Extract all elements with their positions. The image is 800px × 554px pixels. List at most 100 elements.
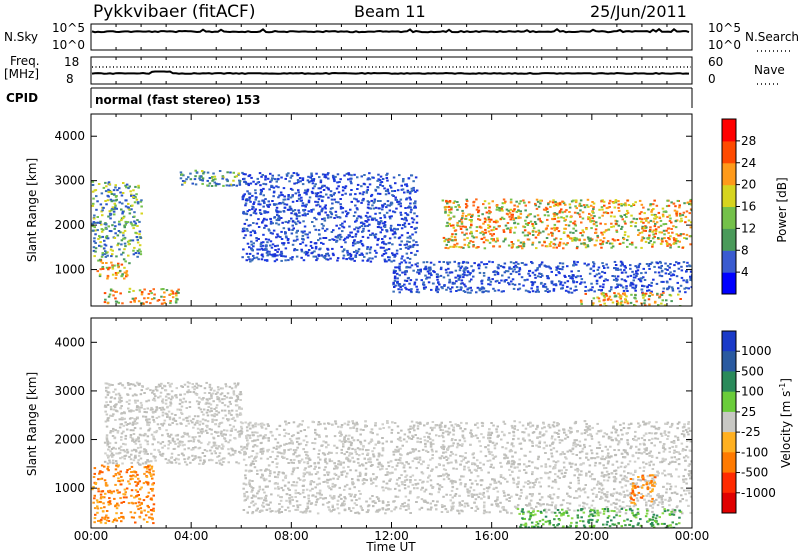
- heatmap-cell: [377, 237, 380, 240]
- heatmap-cell: [505, 212, 509, 215]
- heatmap-cell: [140, 389, 143, 392]
- heatmap-cell: [96, 505, 99, 508]
- heatmap-cell: [649, 292, 652, 295]
- heatmap-cell: [191, 383, 194, 385]
- heatmap-cell: [366, 246, 369, 249]
- heatmap-cell: [428, 276, 431, 279]
- heatmap-cell: [507, 227, 510, 230]
- heatmap-cell: [678, 290, 681, 293]
- heatmap-cell: [147, 506, 150, 509]
- heatmap-cell: [301, 234, 305, 237]
- heatmap-cell: [519, 210, 522, 213]
- heatmap-cell: [371, 257, 374, 260]
- heatmap-cell: [339, 207, 343, 210]
- heatmap-cell: [91, 488, 94, 491]
- heatmap-cell: [480, 282, 484, 285]
- heatmap-cell: [199, 385, 203, 388]
- heatmap-cell: [240, 407, 243, 410]
- heatmap-cell: [102, 186, 106, 189]
- heatmap-cell: [210, 397, 213, 400]
- heatmap-cell: [256, 181, 259, 184]
- heatmap-cell: [637, 234, 640, 236]
- heatmap-cell: [510, 241, 513, 243]
- heatmap-cell: [607, 297, 610, 300]
- heatmap-cell: [212, 172, 215, 175]
- heatmap-cell: [146, 423, 149, 426]
- heatmap-cell: [183, 383, 187, 386]
- heatmap-cell: [302, 259, 306, 262]
- heatmap-cell: [277, 177, 280, 180]
- heatmap-cell: [299, 180, 302, 183]
- heatmap-cell: [281, 221, 284, 224]
- heatmap-cell: [489, 233, 492, 235]
- heatmap-cell: [564, 218, 567, 221]
- heatmap-cell: [492, 220, 496, 223]
- heatmap-cell: [128, 422, 132, 425]
- heatmap-cell: [238, 450, 241, 453]
- heatmap-cell: [518, 268, 522, 271]
- heatmap-cell: [105, 237, 109, 240]
- heatmap-cell: [563, 281, 567, 284]
- heatmap-cell: [251, 229, 255, 232]
- heatmap-cell: [453, 236, 457, 239]
- heatmap-cell: [162, 408, 166, 411]
- heatmap-cell: [120, 399, 123, 402]
- heatmap-cell: [91, 190, 95, 193]
- heatmap-cell: [531, 262, 534, 265]
- heatmap-cell: [271, 222, 274, 225]
- heatmap-cell: [600, 289, 603, 292]
- heatmap-cell: [393, 277, 397, 280]
- heatmap-cell: [449, 271, 452, 274]
- heatmap-cell: [138, 410, 141, 413]
- heatmap-cell: [134, 475, 137, 478]
- heatmap-cell: [339, 178, 342, 181]
- heatmap-cell: [554, 203, 558, 206]
- heatmap-cell: [152, 437, 155, 440]
- heatmap-cell: [532, 227, 536, 230]
- heatmap-cell: [216, 447, 219, 450]
- heatmap-cell: [515, 246, 519, 249]
- heatmap-cell: [191, 386, 194, 389]
- heatmap-cell: [600, 206, 604, 209]
- heatmap-cell: [202, 397, 205, 399]
- heatmap-cell: [174, 414, 177, 416]
- heatmap-cell: [455, 290, 458, 292]
- heatmap-cell: [464, 266, 468, 269]
- heatmap-cell: [100, 255, 104, 258]
- heatmap-cell: [238, 406, 241, 409]
- heatmap-cell: [549, 241, 553, 244]
- heatmap-cell: [280, 193, 283, 196]
- heatmap-cell: [195, 386, 199, 389]
- heatmap-cell: [109, 198, 113, 201]
- heatmap-cell: [604, 223, 607, 226]
- heatmap-cell: [650, 261, 654, 264]
- heatmap-cell: [417, 269, 420, 271]
- heatmap-cell: [390, 215, 393, 218]
- heatmap-cell: [502, 230, 506, 233]
- heatmap-cell: [254, 198, 257, 201]
- heatmap-cell: [120, 253, 123, 256]
- heatmap-cell: [484, 228, 487, 231]
- heatmap-cell: [319, 247, 322, 250]
- heatmap-cell: [345, 215, 348, 218]
- heatmap-cell: [175, 292, 178, 295]
- heatmap-cell: [673, 238, 676, 241]
- heatmap-cell: [315, 204, 318, 207]
- heatmap-cell: [339, 224, 342, 226]
- heatmap-cell: [169, 385, 172, 388]
- heatmap-cell: [402, 224, 406, 227]
- heatmap-cell: [359, 241, 362, 244]
- heatmap-cell: [395, 199, 398, 201]
- heatmap-cell: [293, 249, 296, 252]
- heatmap-cell: [122, 182, 125, 184]
- heatmap-cell: [110, 448, 114, 450]
- heatmap-cell: [192, 391, 196, 394]
- heatmap-cell: [568, 275, 571, 277]
- heatmap-cell: [111, 249, 114, 252]
- heatmap-cell: [479, 231, 482, 234]
- heatmap-cell: [426, 276, 429, 279]
- heatmap-cell: [559, 238, 563, 240]
- heatmap-cell: [542, 208, 546, 211]
- heatmap-cell: [119, 292, 122, 295]
- heatmap-cell: [427, 281, 431, 284]
